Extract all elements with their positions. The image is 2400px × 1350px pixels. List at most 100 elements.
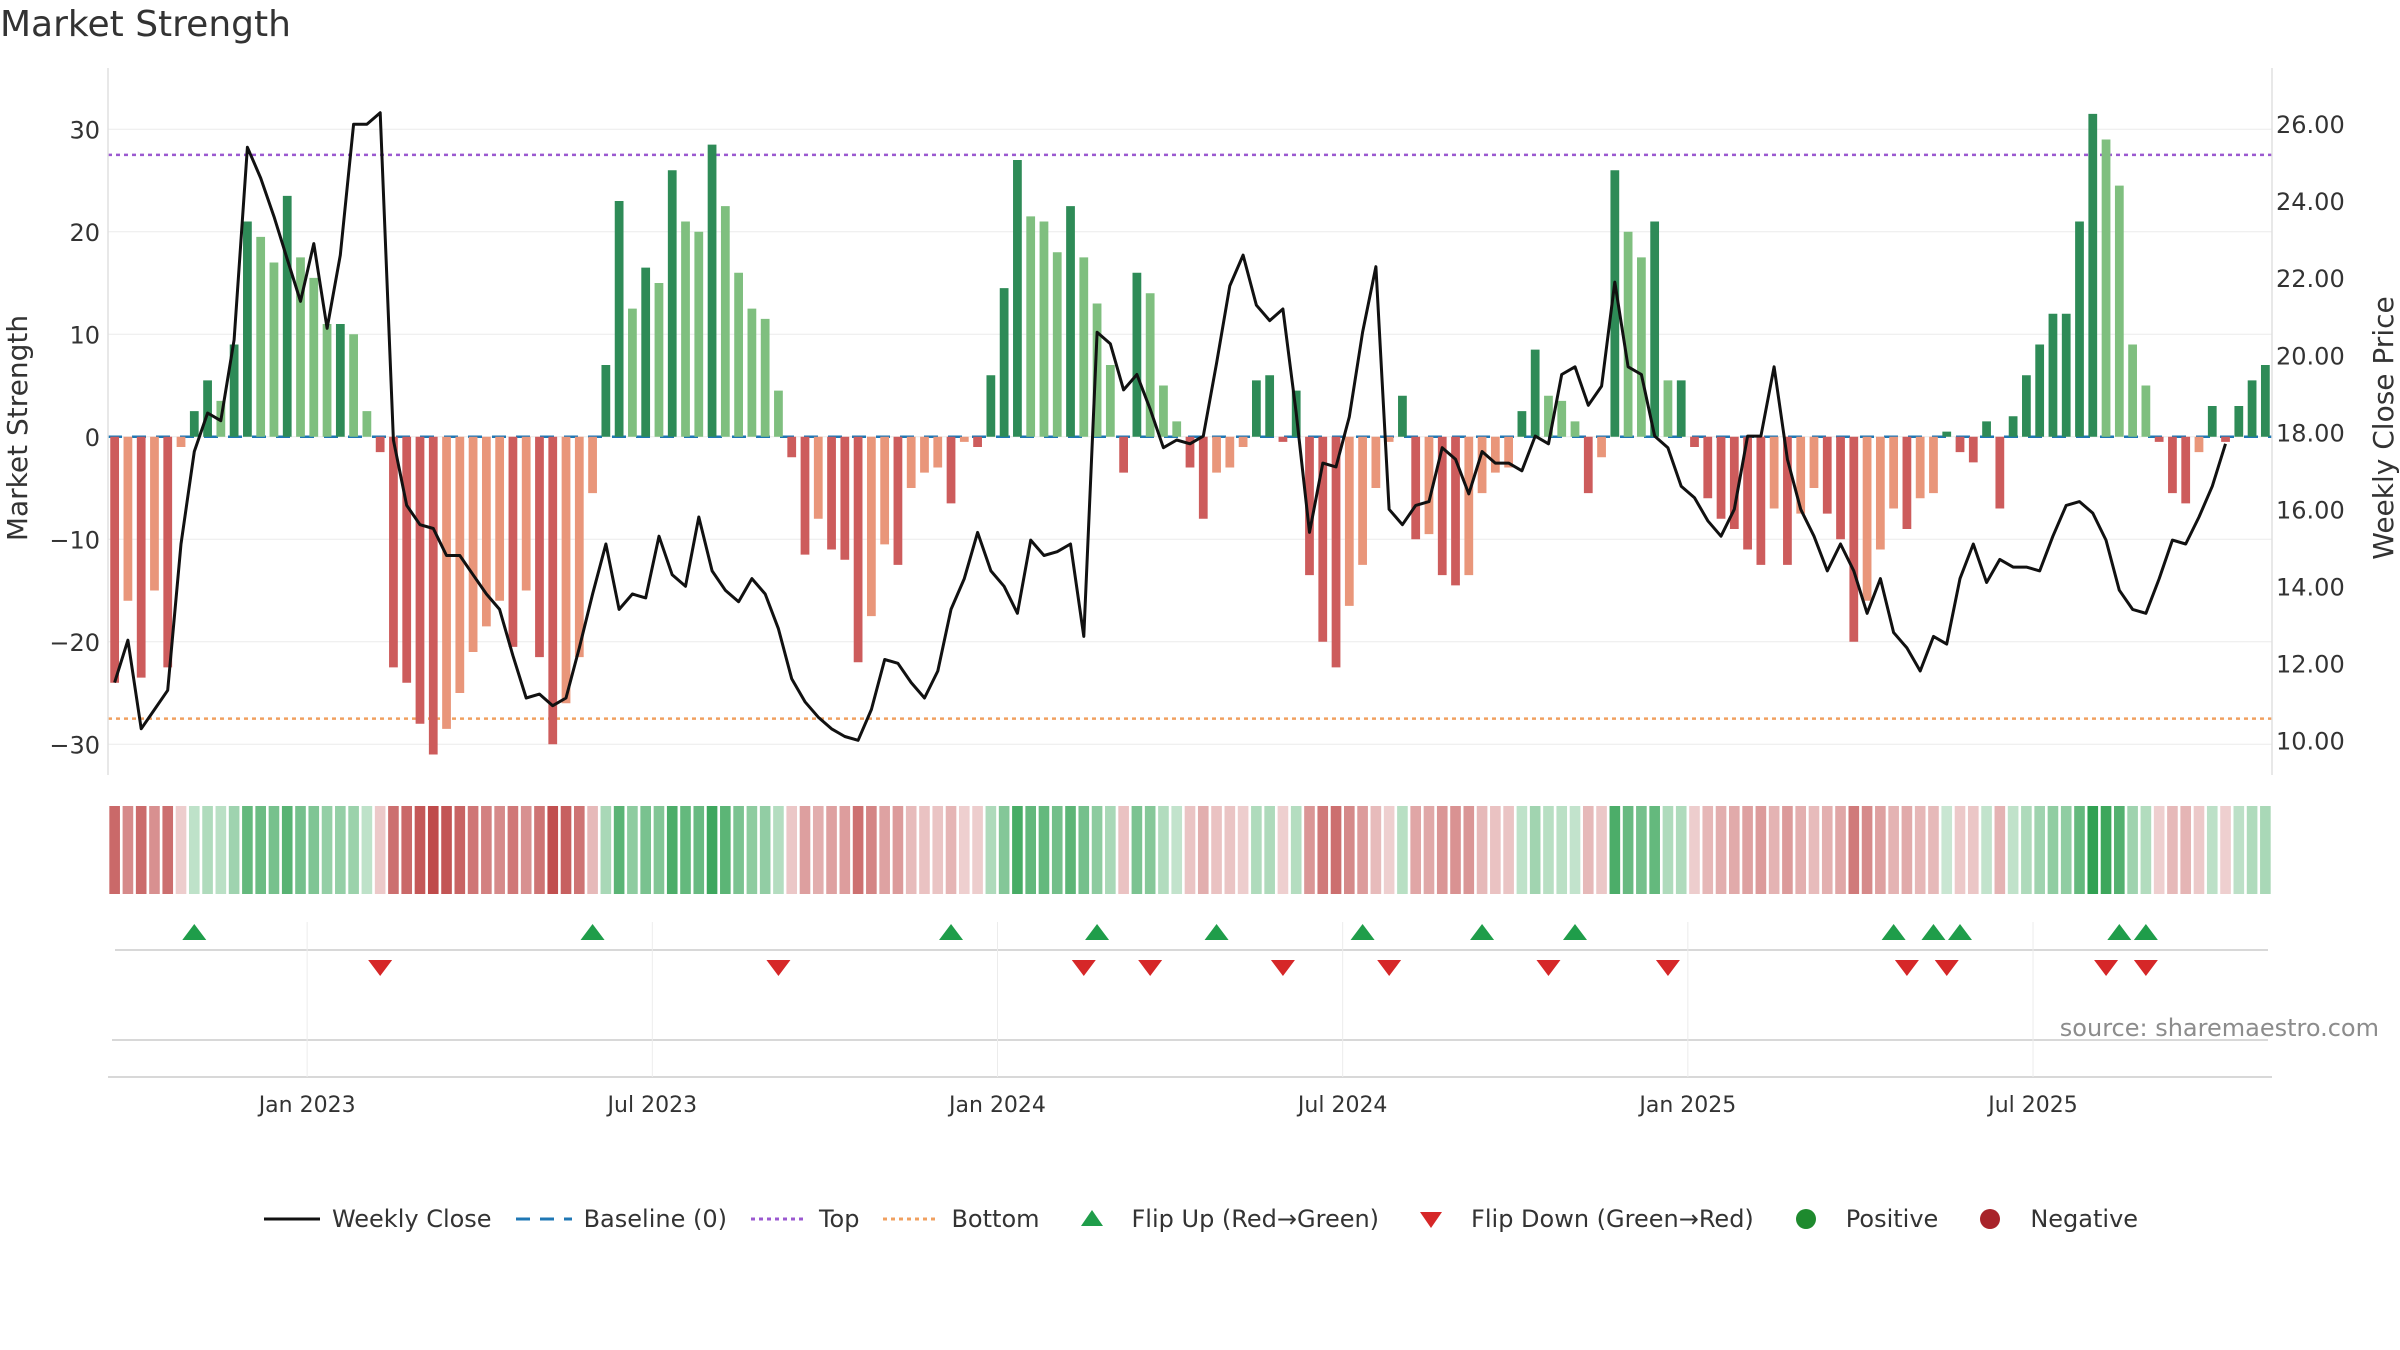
flip-down-marker — [1655, 960, 1680, 976]
strength-bar — [787, 436, 797, 458]
regime-strip-cell — [852, 806, 864, 894]
regime-strip-cell — [481, 806, 492, 894]
strength-bar — [1039, 221, 1049, 437]
strength-bar — [933, 436, 943, 468]
strength-bar — [1902, 436, 1912, 529]
right-tick-label: 20.00 — [2276, 342, 2345, 370]
strength-bar — [110, 436, 120, 683]
chart-title: Market Strength — [0, 4, 291, 45]
regime-strip-cell — [1609, 806, 1621, 894]
legend-baseline-symbol — [515, 1217, 572, 1221]
regime-strip-cell — [149, 806, 160, 894]
strength-bar — [282, 195, 292, 437]
regime-strip-cell — [1503, 806, 1514, 894]
strength-bar — [349, 334, 358, 437]
strength-bar — [1132, 272, 1142, 437]
regime-strip-cell — [879, 806, 890, 894]
strength-bar — [827, 436, 836, 550]
flip-up-marker — [1921, 924, 1946, 940]
strength-bar — [1623, 231, 1633, 437]
regime-strip-cell — [1423, 806, 1435, 894]
strength-bar — [694, 231, 704, 437]
legend-bottom-symbol — [883, 1217, 940, 1221]
strength-bar — [1530, 349, 1540, 437]
strength-bar — [853, 436, 863, 663]
regime-strip-cell — [958, 806, 970, 894]
strength-bar — [561, 436, 571, 704]
regime-strip-cell — [1091, 806, 1103, 894]
regime-strip-cell — [215, 806, 227, 894]
regime-strip-cell — [467, 806, 479, 894]
strength-bar — [628, 308, 637, 437]
strength-bar — [707, 144, 717, 437]
regime-strip-cell — [1622, 806, 1634, 894]
regime-strip-cell — [534, 806, 545, 894]
regime-strip-cell — [1529, 806, 1541, 894]
strength-bar — [1637, 257, 1646, 437]
strength-bar — [1384, 436, 1394, 442]
left-tick-label: 0 — [85, 424, 100, 452]
regime-strip-cell — [1304, 806, 1315, 894]
regime-strip-cell — [321, 806, 333, 894]
regime-strip-cell — [520, 806, 532, 894]
regime-strip-cell — [2021, 806, 2032, 894]
regime-strip-cell — [1251, 806, 1262, 894]
regime-strip-cell — [547, 806, 559, 894]
strength-bar — [1875, 436, 1885, 550]
strength-bar — [123, 436, 133, 601]
flip-up-marker — [1881, 924, 1906, 940]
flip-up-marker — [1350, 924, 1375, 940]
right-tick-label: 16.00 — [2276, 496, 2345, 524]
strength-bar — [1690, 436, 1699, 447]
regime-strip-cell — [1543, 806, 1554, 894]
left-tick-label: 20 — [69, 219, 100, 247]
legend: Weekly Close Baseline (0) Top Bottom Fli… — [0, 1205, 2400, 1233]
strength-bar — [375, 436, 385, 453]
strength-bar — [1915, 436, 1925, 499]
regime-strip-cell — [1861, 806, 1873, 894]
strength-bar — [2154, 436, 2164, 442]
regime-strip-cell — [587, 806, 598, 894]
strength-bar — [1119, 436, 1129, 473]
x-tick-label: Jul 2024 — [1296, 1093, 1388, 1118]
regime-strip-cell — [1025, 806, 1036, 894]
regime-strip-cell — [2140, 806, 2152, 894]
left-tick-label: 30 — [69, 116, 100, 144]
regime-strip-cell — [1397, 806, 1408, 894]
regime-strip-cell — [1330, 806, 1342, 894]
strength-bar — [641, 267, 651, 437]
strength-bar — [1982, 421, 1991, 437]
strength-bar — [1557, 400, 1567, 437]
strength-bar — [1743, 436, 1752, 550]
strength-bar — [1159, 385, 1168, 437]
regime-strip-cell — [427, 806, 439, 894]
right-tick-label: 26.00 — [2276, 111, 2345, 139]
regime-strip-cell — [1410, 806, 1422, 894]
regime-strip-cell — [1131, 806, 1143, 894]
regime-strip-cell — [388, 806, 399, 894]
strength-bar — [1331, 436, 1341, 668]
strength-bar — [309, 277, 319, 437]
strength-bar — [1437, 436, 1447, 576]
regime-strip-cell — [812, 806, 824, 894]
strength-bar — [442, 436, 451, 729]
strength-bar — [189, 411, 199, 437]
regime-strip-cell — [1370, 806, 1382, 894]
flip-up-marker — [580, 924, 605, 940]
legend-item-top: Top — [749, 1205, 859, 1233]
regime-strip-cell — [2100, 806, 2112, 894]
strength-bar — [481, 436, 491, 627]
regime-strip-cell — [998, 806, 1010, 894]
strength-bar — [389, 436, 398, 668]
strength-bar — [1371, 436, 1381, 488]
right-tick-label: 18.00 — [2276, 419, 2345, 447]
legend-weekly-close-label: Weekly Close — [331, 1205, 492, 1233]
regime-strip-cell — [1967, 806, 1979, 894]
strength-bar — [2114, 185, 2124, 437]
strength-bar — [1251, 380, 1261, 437]
regime-strip-cell — [1490, 806, 1501, 894]
strength-bar — [428, 436, 438, 755]
x-tick-label: Jul 2025 — [1986, 1093, 2078, 1118]
x-tick-label: Jan 2024 — [947, 1093, 1046, 1118]
strength-bar — [1544, 395, 1553, 437]
